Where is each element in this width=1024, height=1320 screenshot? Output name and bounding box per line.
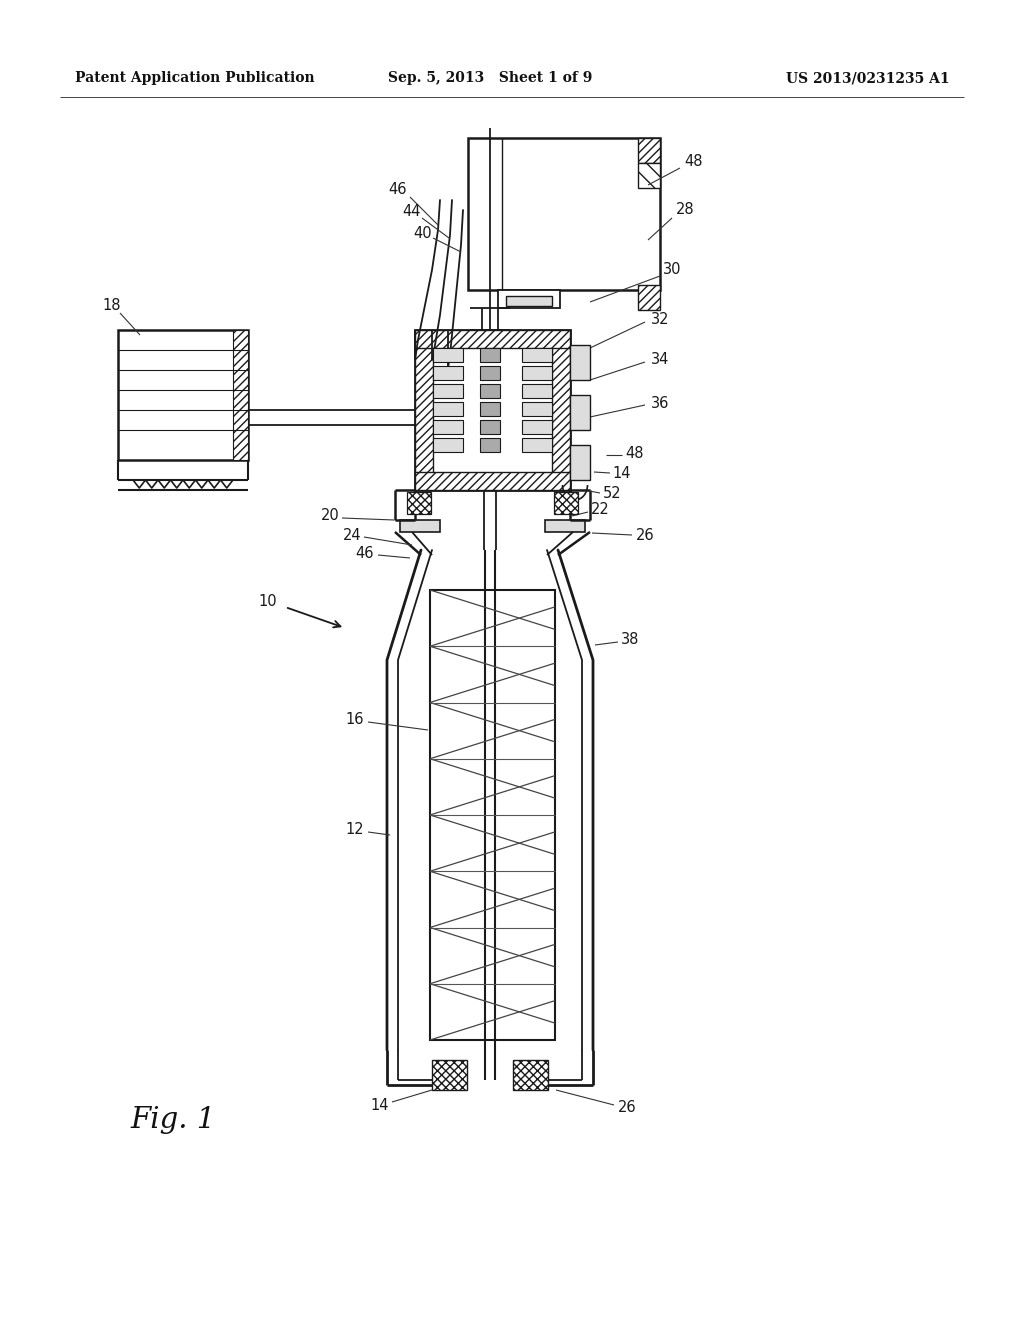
- Bar: [552, 330, 570, 490]
- Bar: [433, 366, 463, 380]
- Text: 28: 28: [676, 202, 694, 218]
- Bar: [480, 366, 500, 380]
- Bar: [480, 438, 500, 451]
- Text: 26: 26: [636, 528, 654, 543]
- Text: 10: 10: [259, 594, 278, 610]
- Text: 44: 44: [402, 205, 421, 219]
- Bar: [118, 330, 248, 459]
- Bar: [468, 139, 660, 290]
- Text: 52: 52: [603, 486, 622, 500]
- Text: 46: 46: [389, 182, 408, 198]
- Bar: [554, 492, 578, 513]
- Text: 36: 36: [651, 396, 670, 411]
- Text: US 2013/0231235 A1: US 2013/0231235 A1: [786, 71, 950, 84]
- Bar: [400, 520, 440, 532]
- Text: 12: 12: [346, 822, 365, 837]
- Bar: [480, 403, 500, 416]
- Bar: [415, 330, 570, 490]
- Text: 32: 32: [650, 313, 670, 327]
- Bar: [430, 590, 555, 1040]
- Bar: [433, 403, 463, 416]
- Bar: [233, 330, 248, 459]
- Text: 22: 22: [591, 503, 609, 517]
- Text: 20: 20: [321, 508, 339, 524]
- Bar: [433, 438, 463, 451]
- Bar: [433, 384, 463, 399]
- Bar: [415, 473, 570, 490]
- Bar: [415, 330, 570, 348]
- Text: 18: 18: [102, 297, 121, 313]
- Text: 40: 40: [414, 226, 432, 240]
- Bar: [433, 420, 463, 434]
- Bar: [522, 384, 552, 399]
- Bar: [570, 445, 590, 480]
- Bar: [415, 330, 433, 490]
- Bar: [522, 438, 552, 451]
- Bar: [407, 492, 431, 513]
- Text: 16: 16: [346, 713, 365, 727]
- Text: 38: 38: [621, 632, 639, 648]
- Bar: [570, 395, 590, 430]
- Text: Patent Application Publication: Patent Application Publication: [75, 71, 314, 84]
- Bar: [638, 139, 660, 162]
- Text: Sep. 5, 2013   Sheet 1 of 9: Sep. 5, 2013 Sheet 1 of 9: [388, 71, 592, 84]
- Text: Fig. 1: Fig. 1: [130, 1106, 215, 1134]
- Bar: [432, 1060, 467, 1090]
- Bar: [498, 290, 560, 308]
- Text: 46: 46: [355, 545, 374, 561]
- Bar: [522, 420, 552, 434]
- Text: 24: 24: [343, 528, 361, 543]
- Bar: [506, 296, 552, 306]
- Bar: [545, 520, 585, 532]
- Bar: [433, 348, 463, 362]
- Text: 34: 34: [651, 352, 670, 367]
- Bar: [570, 345, 590, 380]
- Text: 14: 14: [612, 466, 631, 480]
- Bar: [522, 403, 552, 416]
- Text: 48: 48: [685, 154, 703, 169]
- Bar: [522, 348, 552, 362]
- Bar: [480, 384, 500, 399]
- Text: 26: 26: [617, 1101, 636, 1115]
- Bar: [513, 1060, 548, 1090]
- Text: 14: 14: [371, 1097, 389, 1113]
- Bar: [480, 348, 500, 362]
- Text: 30: 30: [663, 263, 681, 277]
- Bar: [638, 162, 660, 187]
- Bar: [480, 420, 500, 434]
- Bar: [522, 366, 552, 380]
- Bar: [638, 285, 660, 310]
- Text: 48: 48: [626, 446, 644, 461]
